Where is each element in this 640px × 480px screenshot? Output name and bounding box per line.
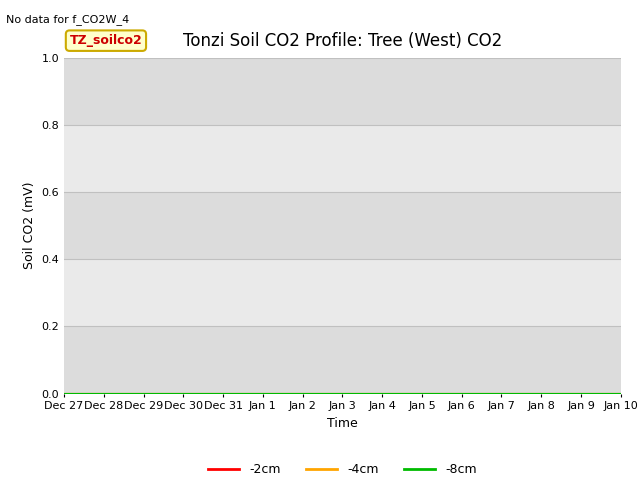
Bar — [64, 259, 621, 326]
Bar — [64, 125, 621, 192]
Legend: -2cm, -4cm, -8cm: -2cm, -4cm, -8cm — [204, 458, 481, 480]
Text: No data for f_CO2W_4: No data for f_CO2W_4 — [6, 14, 130, 25]
Y-axis label: Soil CO2 (mV): Soil CO2 (mV) — [23, 182, 36, 269]
Text: TZ_soilco2: TZ_soilco2 — [70, 34, 142, 47]
Title: Tonzi Soil CO2 Profile: Tree (West) CO2: Tonzi Soil CO2 Profile: Tree (West) CO2 — [183, 33, 502, 50]
Bar — [64, 192, 621, 259]
X-axis label: Time: Time — [327, 417, 358, 430]
Bar — [64, 58, 621, 125]
Bar — [64, 326, 621, 394]
